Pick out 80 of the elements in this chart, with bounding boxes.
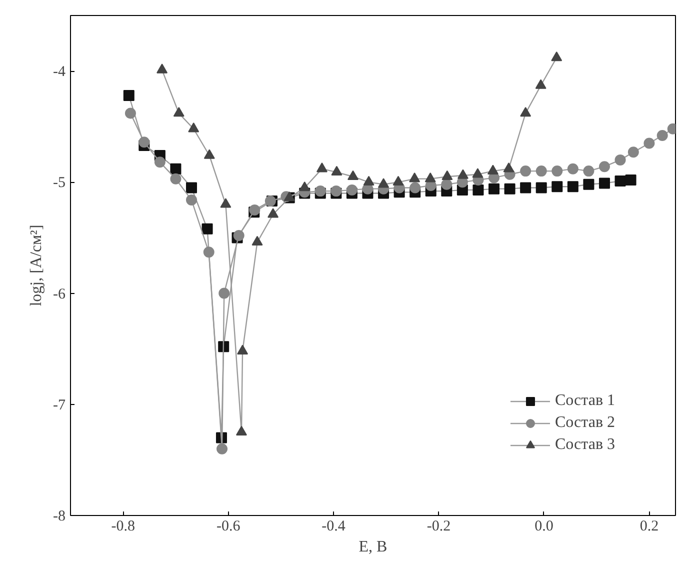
point [220,198,232,208]
x-tick-label: -0.4 [322,518,346,534]
point [249,204,260,216]
x-tick-label: 0.0 [534,518,554,534]
point [583,166,594,177]
point [536,166,547,177]
y-tick-label: -6 [53,286,66,302]
point [520,182,532,194]
x-axis-title: E, В [358,538,388,556]
point [644,138,655,149]
point [598,161,610,172]
point [203,246,214,258]
x-tick-label: -0.8 [111,518,135,534]
point [204,149,215,159]
point [123,90,134,101]
point [218,288,230,299]
point [173,107,184,117]
point [202,223,213,234]
legend-label: Состав 1 [554,392,615,410]
point [316,162,328,172]
point [378,178,390,188]
point [138,136,150,148]
point [535,79,546,89]
point [520,166,532,177]
point [567,163,578,174]
point [598,178,610,189]
point [487,164,498,174]
point [237,344,248,354]
point [567,181,578,192]
point [252,236,263,246]
x-tick-label: -0.2 [426,518,451,534]
point [299,181,310,192]
y-tick-label: -7 [53,397,66,414]
point [346,184,358,196]
point [457,169,468,179]
y-tick-label: -5 [53,175,66,192]
y-axis-title: logj, [A/см²] [28,224,46,306]
point [551,51,562,62]
point [536,182,547,194]
point [552,181,563,192]
point [520,107,532,117]
point [442,170,453,180]
point [186,182,197,194]
x-tick-label: 0.2 [640,518,659,534]
point [410,182,421,194]
y-tick-label: -4 [53,64,66,80]
x-tick-label: -0.6 [216,518,241,534]
point [409,172,420,182]
point [628,146,639,158]
point [268,208,279,218]
point [124,108,136,119]
point [441,178,452,190]
point [472,168,484,178]
point [348,170,359,180]
point [552,166,563,177]
legend-label: Состав 3 [554,436,615,454]
point [331,166,342,176]
point [472,184,484,196]
point [392,176,404,186]
point [614,176,626,187]
point [170,163,182,174]
point [186,194,197,206]
point [154,156,166,168]
point [614,154,626,166]
point [503,162,514,172]
point [656,130,668,141]
point [504,183,516,194]
y-tick-label: -8 [53,508,66,524]
point [625,174,636,186]
point [188,122,200,132]
legend-label: Состав 2 [554,414,615,432]
point [488,183,500,194]
point [170,173,182,184]
point [236,426,247,436]
point [363,176,374,186]
point [583,178,594,190]
point [233,230,244,241]
point [216,443,228,454]
point [424,172,436,182]
point [156,64,168,74]
